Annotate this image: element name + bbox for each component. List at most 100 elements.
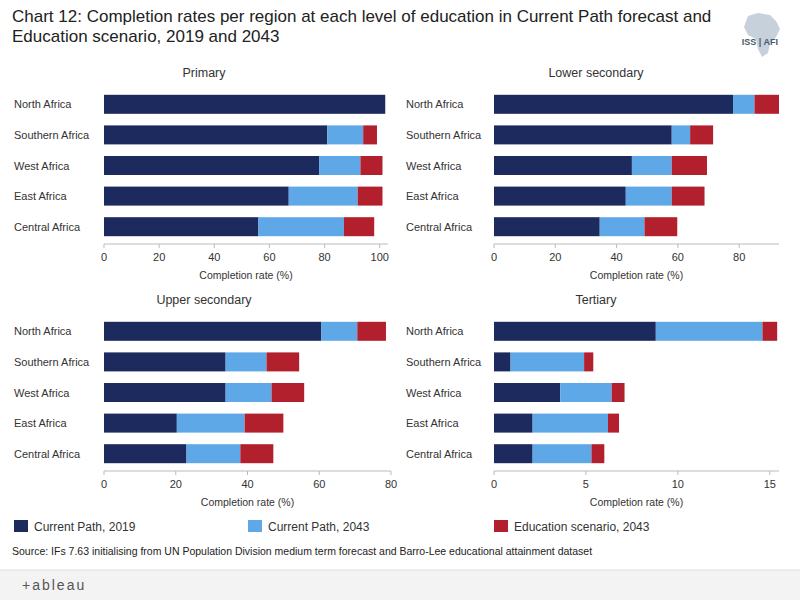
x-axis-label: Completion rate (%) — [199, 269, 292, 281]
bar-segment — [177, 414, 245, 433]
panel-title: Primary — [182, 66, 226, 80]
bar-segment — [672, 187, 705, 206]
x-tick-label: 20 — [549, 251, 561, 263]
x-axis-line — [104, 244, 388, 245]
x-tick-label: 0 — [491, 251, 497, 263]
legend: Current Path, 2019Current Path, 2043Educ… — [14, 520, 650, 534]
bar-segment — [672, 125, 690, 144]
category-label: North Africa — [14, 98, 72, 110]
bar-segment — [187, 444, 241, 463]
category-label: Southern Africa — [14, 356, 90, 368]
bars — [104, 95, 385, 236]
category-label: Southern Africa — [14, 129, 90, 141]
bar-segment — [272, 383, 305, 402]
category-label: Central Africa — [14, 221, 81, 233]
category-label: East Africa — [406, 417, 459, 429]
footer-logo: +ableau — [22, 577, 86, 593]
category-label: East Africa — [14, 417, 67, 429]
bar-segment — [494, 322, 656, 341]
bar-segment — [226, 383, 272, 402]
category-label: Southern Africa — [406, 129, 482, 141]
category-label: East Africa — [14, 190, 67, 202]
source-note: Source: IFs 7.63 initialising from UN Po… — [12, 545, 592, 557]
africa-shape — [744, 13, 780, 57]
brand-text: ISS | AFI — [742, 37, 778, 47]
title-line: Education scenario, 2019 and 2043 — [12, 27, 279, 46]
x-axis-label: Completion rate (%) — [590, 269, 683, 281]
bar-segment — [385, 95, 386, 114]
legend-swatch — [14, 520, 28, 532]
chart-canvas: Chart 12: Completion rates per region at… — [0, 0, 800, 600]
bar-segment — [644, 217, 677, 236]
category-label: Central Africa — [406, 221, 473, 233]
bar-segment — [560, 383, 611, 402]
panel-title: Upper secondary — [156, 293, 252, 307]
x-tick — [214, 244, 215, 248]
bar-segment — [240, 444, 273, 463]
x-tick-label: 60 — [313, 478, 325, 490]
x-axis-label: Completion rate (%) — [201, 496, 294, 508]
bar-segment — [494, 156, 632, 175]
bar-segment — [104, 187, 289, 206]
bar-segment — [494, 444, 533, 463]
bar-segment — [612, 383, 625, 402]
bar-segment — [533, 444, 592, 463]
category-label: East Africa — [406, 190, 459, 202]
legend-swatch — [248, 520, 262, 532]
bar-segment — [258, 217, 343, 236]
x-tick — [769, 471, 770, 475]
bar-segment — [632, 156, 672, 175]
x-tick — [391, 471, 392, 475]
bar-segment — [494, 414, 533, 433]
x-tick — [247, 471, 248, 475]
category-label: North Africa — [14, 325, 72, 337]
x-tick-label: 0 — [491, 478, 497, 490]
bar-segment — [245, 414, 284, 433]
x-tick — [319, 471, 320, 475]
bar-segment — [104, 352, 226, 371]
bar-segment — [104, 444, 187, 463]
bar-segment — [762, 322, 777, 341]
panel: PrimaryNorth AfricaSouthern AfricaWest A… — [14, 66, 389, 281]
x-tick — [269, 244, 270, 248]
bar-segment — [357, 322, 386, 341]
bar-segment — [494, 383, 560, 402]
x-tick-label: 0 — [101, 478, 107, 490]
x-axis-label: Completion rate (%) — [590, 496, 683, 508]
x-axis-line — [494, 244, 779, 245]
bar-segment — [754, 95, 779, 114]
bar-segment — [267, 352, 300, 371]
bar-segment — [226, 352, 267, 371]
panel: Lower secondary North Africa Southern Afri… — [406, 66, 779, 281]
bar-segment — [360, 156, 382, 175]
x-tick-label: 40 — [610, 251, 622, 263]
bar-segment — [494, 217, 600, 236]
x-tick — [494, 244, 495, 248]
x-tick — [159, 244, 160, 248]
bar-segment — [672, 156, 707, 175]
x-tick — [494, 471, 495, 475]
x-tick — [677, 244, 678, 248]
x-tick — [175, 471, 176, 475]
bars — [104, 322, 386, 463]
bars — [494, 95, 779, 236]
category-label: Central Africa — [406, 448, 473, 460]
panel-title: Lower secondary — [548, 66, 644, 80]
bars — [494, 322, 777, 463]
bar-segment — [321, 322, 357, 341]
bar-segment — [344, 217, 374, 236]
x-tick-label: 100 — [371, 251, 389, 263]
bar-segment — [600, 217, 645, 236]
bar-segment — [511, 352, 585, 371]
x-tick — [379, 244, 380, 248]
bar-segment — [319, 156, 360, 175]
x-tick-label: 80 — [385, 478, 397, 490]
category-label: North Africa — [406, 98, 464, 110]
legend-label: Education scenario, 2043 — [514, 520, 650, 534]
panel: TertiaryNorth AfricaSouthern AfricaWest … — [406, 293, 779, 508]
x-tick-label: 40 — [241, 478, 253, 490]
bar-segment — [104, 95, 385, 114]
x-tick-label: 80 — [318, 251, 330, 263]
x-tick — [677, 471, 678, 475]
legend-label: Current Path, 2019 — [34, 520, 136, 534]
